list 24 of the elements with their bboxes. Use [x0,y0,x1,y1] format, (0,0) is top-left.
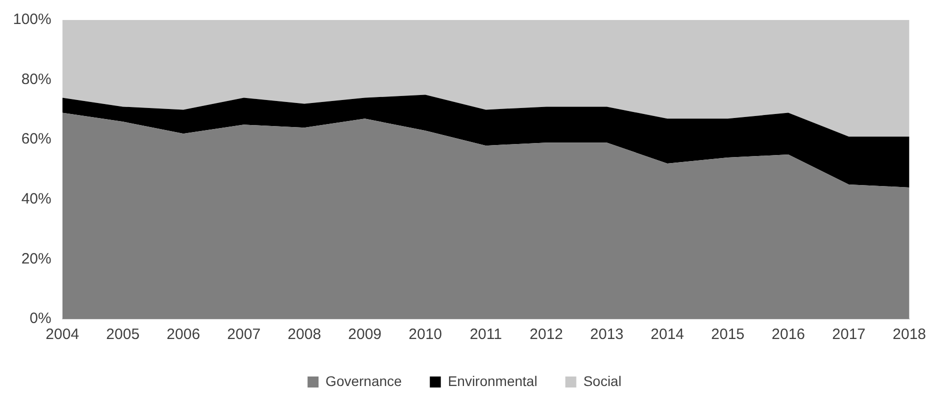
x-tick-label: 2014 [650,326,684,344]
x-tick-label: 2018 [892,326,926,344]
y-tick-label: 0% [30,310,52,328]
y-tick-label: 100% [12,11,52,28]
x-tick-label: 2015 [711,326,745,344]
x-tick-label: 2012 [530,326,564,344]
y-tick-label: 60% [21,130,52,148]
x-tick-label: 2016 [772,326,806,344]
x-tick-label: 2007 [227,326,261,344]
x-tick-label: 2008 [288,326,322,344]
x-tick-label: 2017 [832,326,866,344]
x-tick-label: 2005 [106,326,140,344]
x-tick-label: 2009 [348,326,382,344]
x-tick-label: 2011 [470,326,502,344]
x-tick-label: 2004 [46,326,80,344]
x-tick-label: 2013 [590,326,624,344]
legend-label: Environmental [448,372,538,389]
legend-label: Governance [326,372,402,389]
y-tick-label: 20% [21,250,52,268]
x-tick-label: 2010 [408,326,442,344]
y-tick-label: 40% [21,190,52,208]
y-tick-label: 80% [21,70,52,88]
legend-label: Social [583,372,622,389]
x-tick-label: 2006 [166,326,200,344]
